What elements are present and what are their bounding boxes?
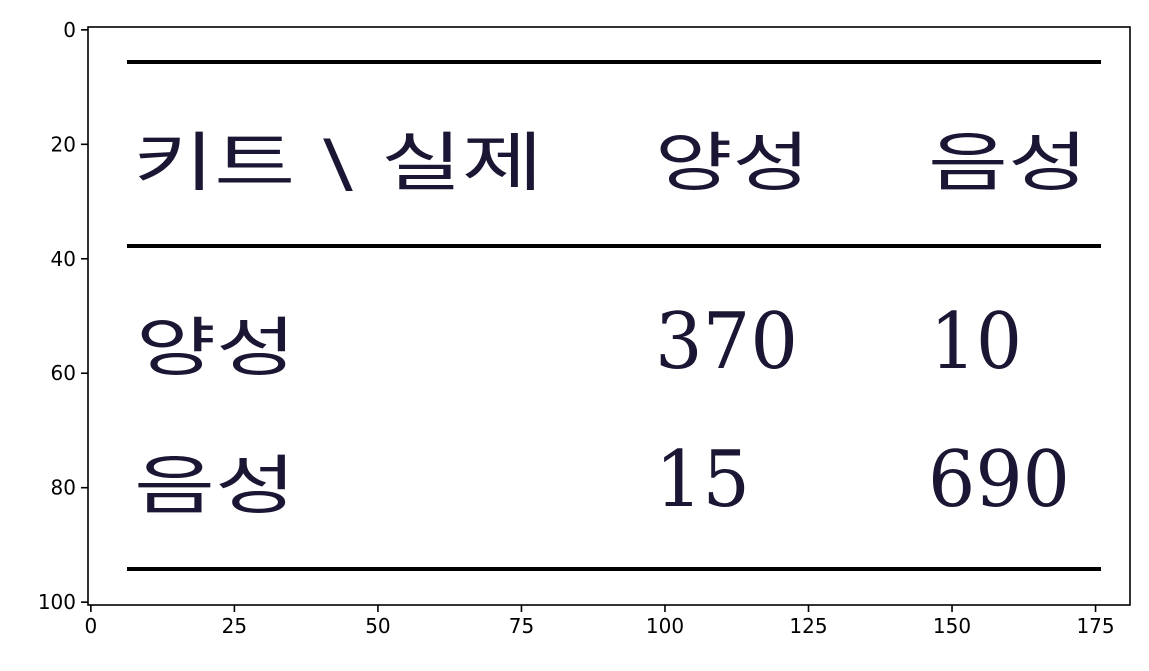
axes-frame	[87, 26, 1131, 606]
y-tick-label: 60	[51, 361, 76, 385]
table-row-label: 양성	[136, 312, 296, 386]
table-header-cell: 키트 \ 실제	[133, 127, 543, 201]
y-tick-label: 20	[51, 132, 76, 156]
x-tick-label: 175	[1076, 614, 1114, 638]
y-tick-label: 80	[51, 476, 76, 500]
x-tick-label: 0	[85, 614, 98, 638]
y-axis: 0 20 40 60 80 100	[38, 18, 88, 614]
y-tick-label: 40	[51, 247, 76, 271]
table-header-cell: 양성	[655, 127, 810, 201]
table-row-label: 음성	[134, 450, 296, 524]
table-header-cell: 음성	[928, 127, 1088, 201]
x-tick-label: 50	[365, 614, 390, 638]
x-tick-label: 100	[646, 614, 684, 638]
table-cell: 15	[655, 435, 750, 525]
x-tick-label: 125	[789, 614, 827, 638]
plot-area: 키트 \ 실제 양성 음성 양성 370 10 음성 15 690	[127, 60, 1101, 571]
x-tick-label: 75	[509, 614, 534, 638]
table-cell: 370	[655, 297, 798, 387]
y-tick-label: 0	[63, 18, 76, 42]
y-tick-label: 100	[38, 590, 76, 614]
x-axis: 0 25 50 75 100 125 150 175	[85, 605, 1115, 638]
table-cell: 690	[928, 435, 1070, 525]
x-tick-label: 25	[222, 614, 247, 638]
table-cell: 10	[930, 297, 1022, 387]
x-tick-label: 150	[933, 614, 971, 638]
